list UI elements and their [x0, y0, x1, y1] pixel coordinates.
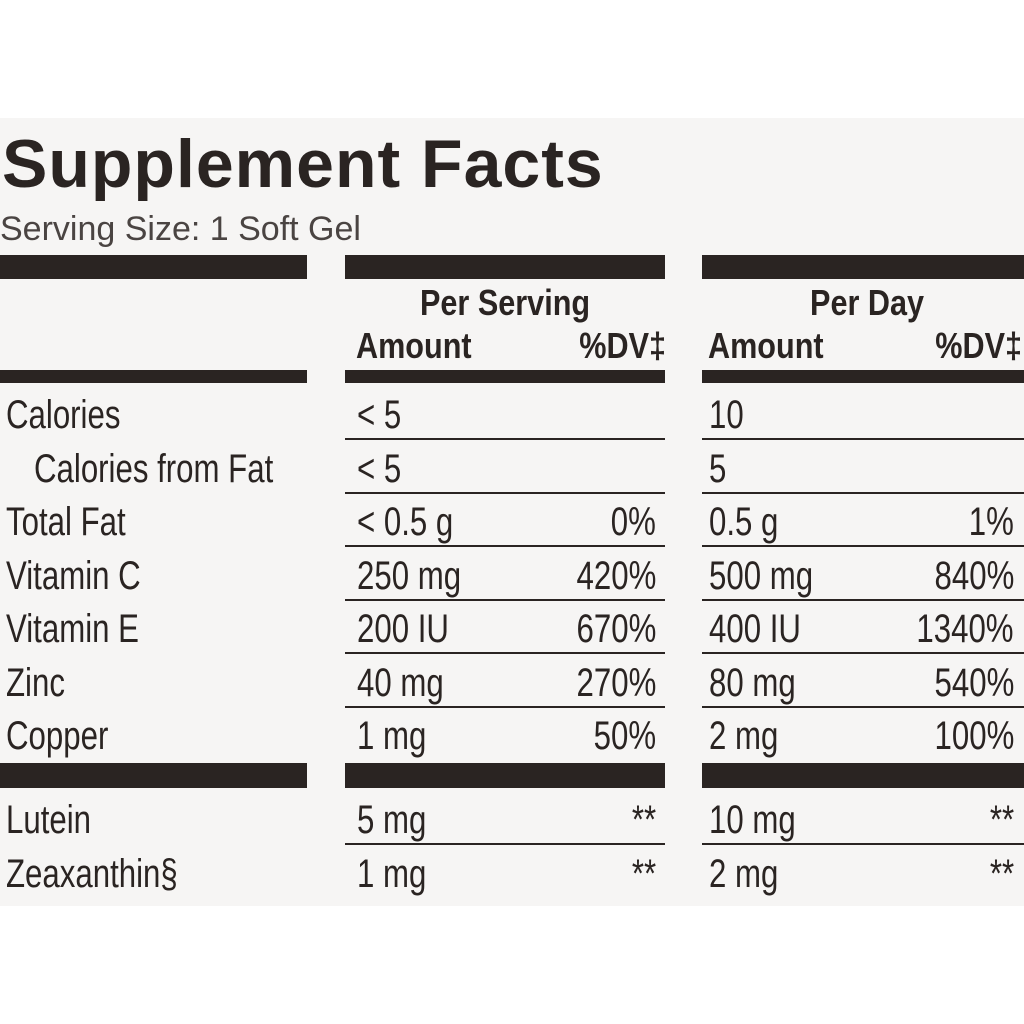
- amount-header: Amount: [356, 325, 472, 366]
- serving-dv: 420%: [576, 553, 656, 598]
- day-dv: 1340%: [916, 607, 1014, 651]
- divider: [702, 545, 1024, 547]
- divider: [345, 545, 665, 547]
- day-dv: **: [989, 851, 1014, 896]
- rule: [0, 255, 307, 279]
- rule: [345, 370, 665, 383]
- day-dv: 1%: [968, 500, 1014, 544]
- day-dv: **: [989, 798, 1014, 842]
- day-dv: 100%: [934, 714, 1014, 758]
- day-dv: 840%: [934, 553, 1014, 598]
- divider: [345, 598, 665, 601]
- serving-dv: 50%: [593, 714, 656, 758]
- serving-amount: 1 mg: [357, 714, 427, 758]
- divider: [702, 491, 1024, 494]
- day-amount: 10: [709, 393, 744, 437]
- nutrient-name: Calories: [6, 393, 121, 437]
- dv-header: %DV‡: [935, 325, 1022, 366]
- nutrient-name: Lutein: [6, 798, 92, 842]
- divider: [702, 843, 1024, 845]
- serving-amount: < 5: [357, 393, 402, 437]
- divider: [345, 652, 665, 654]
- nutrient-name: Zeaxanthin§: [6, 851, 178, 896]
- rule: [0, 370, 307, 383]
- day-amount: 2 mg: [709, 714, 779, 758]
- nutrient-name: Copper: [6, 714, 109, 758]
- divider: [345, 438, 665, 440]
- serving-amount: < 0.5 g: [357, 500, 454, 544]
- serving-dv: **: [631, 851, 656, 896]
- day-amount: 10 mg: [709, 798, 796, 842]
- serving-amount: 1 mg: [357, 851, 427, 896]
- day-amount: 5: [709, 446, 727, 491]
- day-amount: 0.5 g: [709, 500, 779, 544]
- day-dv: 540%: [934, 660, 1014, 705]
- rule: [702, 763, 1024, 788]
- serving-amount: 40 mg: [357, 660, 444, 705]
- serving-amount: 250 mg: [357, 553, 462, 598]
- day-amount: 500 mg: [709, 553, 814, 598]
- serving-amount: < 5: [357, 446, 402, 491]
- day-amount: 2 mg: [709, 851, 779, 896]
- divider: [702, 652, 1024, 654]
- day-amount: 80 mg: [709, 660, 796, 705]
- nutrient-name: Calories from Fat: [34, 446, 274, 491]
- divider: [345, 491, 665, 494]
- dv-header: %DV‡: [579, 325, 666, 366]
- day-amount: 400 IU: [709, 607, 801, 651]
- serving-dv: 270%: [576, 660, 656, 705]
- rule: [702, 255, 1024, 279]
- divider: [345, 705, 665, 708]
- divider: [345, 843, 665, 845]
- serving-dv: 670%: [576, 607, 656, 651]
- per-day-header: Per Day: [810, 282, 925, 323]
- serving-dv: 0%: [610, 500, 656, 544]
- nutrient-name: Vitamin E: [6, 607, 139, 651]
- per-serving-header: Per Serving: [420, 282, 591, 323]
- amount-header: Amount: [708, 325, 824, 366]
- serving-amount: 200 IU: [357, 607, 449, 651]
- rule: [702, 370, 1024, 383]
- nutrient-name: Zinc: [6, 660, 65, 705]
- rule: [345, 763, 665, 788]
- serving-dv: **: [631, 798, 656, 842]
- divider: [702, 598, 1024, 601]
- divider: [702, 705, 1024, 708]
- divider: [702, 438, 1024, 440]
- title: Supplement Facts: [2, 126, 604, 202]
- serving-amount: 5 mg: [357, 798, 427, 842]
- nutrient-name: Total Fat: [6, 500, 126, 544]
- rule: [0, 763, 307, 788]
- nutrient-name: Vitamin C: [6, 553, 141, 598]
- rule: [345, 255, 665, 279]
- serving-size: Serving Size: 1 Soft Gel: [0, 210, 361, 248]
